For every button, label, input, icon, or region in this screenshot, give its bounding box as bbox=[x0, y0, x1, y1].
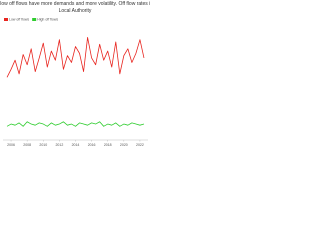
x-tick-label: 2018 bbox=[104, 143, 112, 147]
legend-swatch bbox=[4, 18, 8, 21]
series-line bbox=[6, 121, 145, 127]
chart: 2006 2008 2010 2012 2014 2016 2018 2020 2022 Low … bbox=[3, 18, 148, 147]
x-tick-label: 2014 bbox=[72, 143, 80, 147]
x-tick-label: 2006 bbox=[7, 143, 15, 147]
legend-label: High off flows bbox=[37, 18, 58, 22]
x-tick-label: 2022 bbox=[136, 143, 144, 147]
x-tick-label: 2016 bbox=[88, 143, 96, 147]
x-tick-label: 2008 bbox=[23, 143, 31, 147]
x-tick-label: 2012 bbox=[55, 143, 63, 147]
legend-swatch bbox=[32, 18, 37, 21]
chart-title: Places with low off flows have more dema… bbox=[0, 1, 150, 14]
legend-label: Low off flows bbox=[9, 18, 29, 22]
series-line bbox=[6, 37, 145, 78]
page: Places with low off flows have more dema… bbox=[0, 0, 150, 150]
x-tick-label: 2010 bbox=[39, 143, 47, 147]
x-tick-label: 2020 bbox=[120, 143, 128, 147]
